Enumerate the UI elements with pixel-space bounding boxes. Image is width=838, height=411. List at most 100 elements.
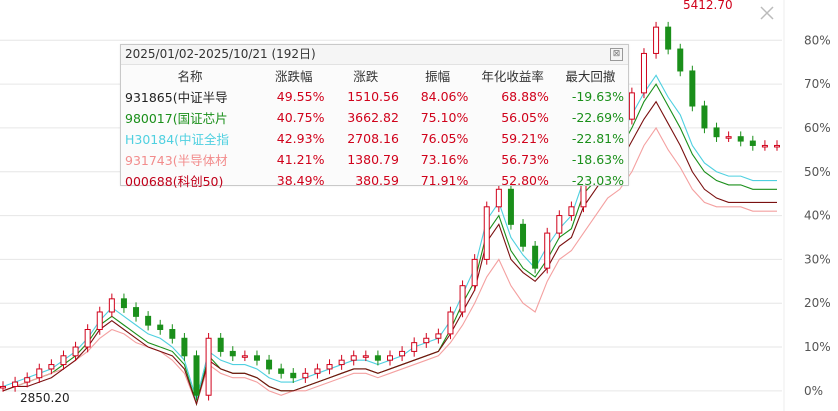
candle-body (48, 364, 55, 370)
row-name: 000688(科创50) (125, 174, 224, 189)
row-chg: 3662.82 (347, 110, 399, 125)
y-tick-label: 70% (804, 77, 831, 91)
candle-body (241, 355, 248, 358)
row-amp: 84.06% (420, 89, 469, 104)
y-tick-label: 0% (804, 384, 823, 398)
candle-body (507, 188, 514, 225)
candle-body (36, 368, 43, 379)
row-chg: 380.59 (355, 173, 399, 188)
row-name: H30184(中证全指 (125, 132, 230, 147)
candle-body (520, 223, 527, 247)
candle-body (24, 377, 31, 383)
row-annual: 68.88% (501, 89, 549, 104)
y-tick-label: 30% (804, 252, 831, 266)
row-name: 931743(半导体材 (125, 153, 228, 168)
candle-body (640, 52, 647, 94)
candle-body (278, 368, 285, 374)
header-pct: 涨跌幅 (274, 69, 313, 84)
table-row[interactable]: 931743(半导体材 41.21% 1380.79 73.16% 56.73%… (121, 149, 628, 170)
y-tick-label: 10% (804, 340, 831, 354)
row-pct: 41.21% (276, 152, 325, 167)
candle-body (266, 359, 273, 370)
panel-close-icon[interactable]: ⊠ (610, 48, 623, 61)
candle-body (253, 355, 260, 361)
series-group (0, 21, 780, 407)
candle-body (387, 355, 393, 361)
y-tick-label: 60% (804, 121, 831, 135)
table-row[interactable]: H30184(中证全指 42.93% 2708.16 76.05% 59.21%… (121, 128, 628, 149)
table-row[interactable]: 931865(中证半导 49.55% 1510.56 84.06% 68.88%… (121, 86, 628, 107)
row-amp: 76.05% (420, 131, 469, 146)
row-annual: 52.80% (501, 173, 549, 188)
row-drawdown: -22.81% (571, 131, 624, 146)
candle-body (145, 315, 152, 326)
row-annual: 56.05% (501, 110, 549, 125)
candle-body (60, 355, 67, 366)
header-name: 名称 (177, 69, 203, 84)
header-annual: 年化收益率 (481, 69, 544, 84)
candle-body (749, 140, 756, 146)
candle-body (133, 307, 140, 317)
row-chg: 1380.79 (347, 152, 399, 167)
candle-body (157, 324, 164, 331)
candle-body (471, 258, 478, 287)
candle-body (326, 364, 333, 370)
candle-body (411, 342, 418, 352)
row-amp: 75.10% (420, 110, 469, 125)
candle-body (556, 215, 563, 234)
y-tick-label: 50% (804, 165, 831, 179)
candle-body (108, 298, 115, 313)
candle-body (689, 70, 696, 107)
y-tick-label: 80% (804, 33, 831, 47)
candle-body (532, 245, 539, 269)
candle-body (314, 368, 321, 374)
row-chg: 1510.56 (347, 89, 399, 104)
row-amp: 71.91% (420, 173, 469, 188)
y-tick-label: 20% (804, 296, 831, 310)
panel-title: 2025/01/02-2025/10/21 (192日) (125, 47, 316, 61)
candle-body (447, 311, 454, 335)
candle-body (338, 359, 345, 366)
candle-body (677, 48, 684, 72)
y-axis-ticks: 80% 70% 60% 50% 40% 30% 20% 10% 0% (804, 33, 831, 398)
table-row[interactable]: 980017(国证芯片 40.75% 3662.82 75.10% 56.05%… (121, 107, 628, 128)
candle-body (774, 144, 780, 148)
row-pct: 49.55% (276, 89, 325, 104)
header-drawdown: 最大回撤 (565, 69, 616, 84)
candle-body (483, 206, 490, 260)
row-pct: 42.93% (276, 131, 325, 146)
header-chg: 涨跌 (353, 69, 379, 84)
panel-header: 2025/01/02-2025/10/21 (192日) ⊠ (121, 45, 628, 65)
table-row[interactable]: 000688(科创50) 38.49% 380.59 71.91% 52.80%… (121, 170, 628, 191)
candle-body (399, 350, 406, 357)
candle-body (653, 26, 660, 54)
candle-body (423, 337, 430, 344)
row-amp: 73.16% (420, 152, 469, 167)
candle-body (96, 311, 103, 331)
header-amp: 振幅 (425, 69, 451, 84)
row-pct: 38.49% (276, 173, 325, 188)
row-drawdown: -18.63% (571, 152, 624, 167)
candle-body (544, 232, 551, 269)
candle-body (290, 372, 297, 379)
candle-body (737, 136, 744, 142)
candle-body (459, 285, 466, 313)
row-drawdown: -22.69% (571, 110, 624, 125)
candle-body (761, 144, 768, 148)
stats-header-row: 名称 涨跌幅 涨跌 振幅 年化收益率 最大回撤 (121, 65, 628, 86)
candle-body (713, 127, 720, 138)
stats-table: 名称 涨跌幅 涨跌 振幅 年化收益率 最大回撤 931865(中证半导 49.5… (121, 65, 628, 191)
candle-body (193, 355, 200, 396)
candle-body (568, 206, 575, 217)
row-pct: 40.75% (276, 110, 325, 125)
row-annual: 56.73% (501, 152, 549, 167)
close-chart-icon[interactable] (758, 4, 776, 22)
candle-body (435, 333, 442, 339)
candle-body (84, 329, 91, 348)
candle-body (628, 92, 635, 120)
candle-body (169, 329, 176, 339)
candle-body (205, 337, 212, 396)
peak-label: 5412.70 (683, 0, 733, 12)
row-drawdown: -19.63% (571, 89, 624, 104)
